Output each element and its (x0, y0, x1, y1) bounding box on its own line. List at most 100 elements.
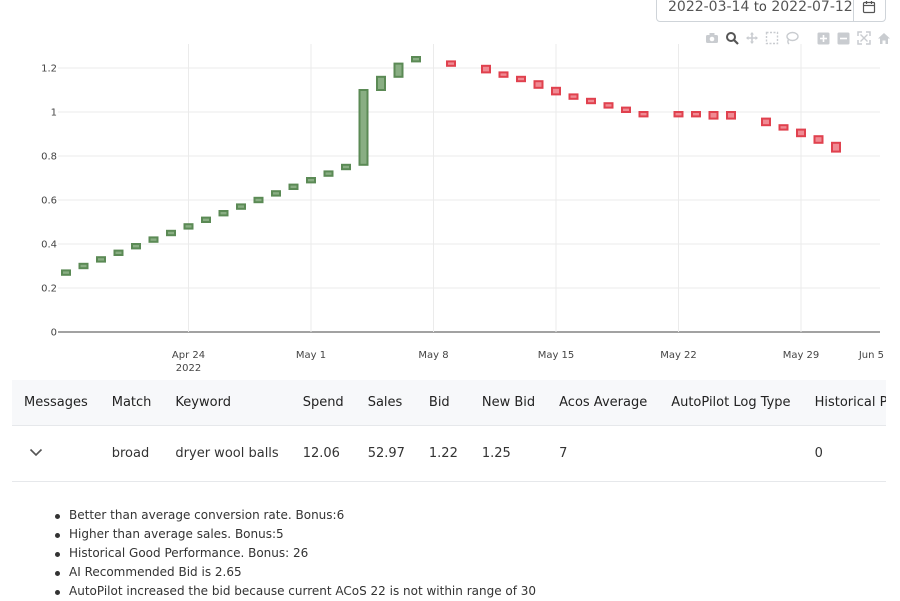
zoom-icon[interactable] (723, 30, 740, 46)
expand-row-button[interactable] (24, 448, 48, 457)
pan-icon[interactable] (743, 30, 760, 46)
candle-decreasing[interactable] (446, 60, 456, 67)
lasso-icon[interactable] (783, 30, 800, 46)
candle-increasing[interactable] (306, 177, 316, 184)
message-item: AutoPilot increased the bid because curr… (52, 582, 536, 601)
y-tick-label: 1.2 (41, 64, 57, 75)
reset-home-icon[interactable] (875, 30, 892, 46)
candle-increasing[interactable] (166, 229, 176, 237)
x-tick-label: May 8 (418, 350, 448, 361)
x-tick-label: Apr 24 (172, 350, 205, 361)
table-header-row: Messages Match Keyword Spend Sales Bid N… (12, 380, 886, 426)
spend-cell: 12.06 (290, 425, 356, 482)
calendar-icon (863, 1, 876, 14)
candle-increasing[interactable] (96, 256, 106, 263)
candle-increasing[interactable] (288, 183, 299, 191)
x-tick-sublabel: 2022 (176, 363, 201, 374)
candle-increasing[interactable] (253, 196, 264, 204)
candle-decreasing[interactable] (691, 111, 701, 118)
candle-increasing[interactable] (148, 236, 159, 243)
x-tick-label: May 29 (783, 350, 820, 361)
historical-penalty-cell: 0 (802, 425, 886, 482)
candle-decreasing[interactable] (726, 111, 736, 120)
x-tick-label: May 15 (538, 350, 575, 361)
candle-increasing[interactable] (113, 249, 124, 257)
column-header-keyword[interactable]: Keyword (163, 380, 291, 426)
candle-decreasing[interactable] (586, 97, 596, 105)
candle-decreasing[interactable] (516, 75, 526, 83)
new-bid-cell: 1.25 (469, 425, 548, 482)
candle-decreasing[interactable] (778, 124, 789, 131)
sales-cell: 52.97 (355, 425, 417, 482)
candle-decreasing[interactable] (551, 86, 561, 96)
message-item: Historical Good Performance. Bonus: 26 (52, 544, 536, 563)
candle-decreasing[interactable] (481, 64, 491, 74)
candlestick-series[interactable] (61, 56, 841, 276)
candle-increasing[interactable] (131, 243, 141, 250)
chart-modebar (703, 30, 892, 46)
y-tick-label: 0 (51, 328, 57, 339)
candle-increasing[interactable] (358, 89, 369, 166)
y-tick-label: 0.4 (41, 240, 57, 251)
message-item: Higher than average sales. Bonus:5 (52, 525, 536, 544)
candle-decreasing[interactable] (673, 111, 684, 118)
message-item: Better than average conversion rate. Bon… (52, 506, 536, 525)
column-header-autopilot-log-type[interactable]: AutoPilot Log Type (659, 380, 803, 426)
zoom-out-icon[interactable] (835, 30, 852, 46)
messages-cell (12, 425, 100, 482)
candle-increasing[interactable] (236, 203, 246, 210)
bid-log-table: Messages Match Keyword Spend Sales Bid N… (12, 380, 886, 482)
candle-decreasing[interactable] (761, 117, 771, 127)
box-select-icon[interactable] (763, 30, 780, 46)
autoscale-icon[interactable] (855, 30, 872, 46)
candle-increasing[interactable] (271, 190, 281, 197)
candle-increasing[interactable] (323, 170, 334, 177)
candle-decreasing[interactable] (533, 80, 544, 89)
candle-increasing[interactable] (201, 216, 211, 224)
message-item: AI Recommended Bid is 2.65 (52, 563, 536, 582)
column-header-historical-penalty[interactable]: Historical Penalty (802, 380, 886, 426)
x-tick-label: Jun 5 (858, 350, 884, 361)
candle-increasing[interactable] (61, 269, 71, 276)
camera-icon[interactable] (703, 30, 720, 46)
y-tick-label: 0.8 (41, 152, 57, 163)
candle-decreasing[interactable] (813, 135, 824, 144)
zoom-in-icon[interactable] (815, 30, 832, 46)
column-header-acos-average[interactable]: Acos Average (547, 380, 660, 426)
date-range-picker[interactable]: 2022-03-14 to 2022-07-12 (656, 0, 886, 22)
candle-increasing[interactable] (393, 62, 404, 78)
candle-decreasing[interactable] (498, 71, 509, 78)
candle-decreasing[interactable] (621, 106, 631, 113)
candle-decreasing[interactable] (796, 128, 806, 138)
date-range-end: 2022-07-12 (771, 0, 853, 15)
candle-increasing[interactable] (183, 223, 194, 230)
chart-grid (58, 44, 880, 333)
column-header-messages[interactable]: Messages (12, 380, 100, 426)
column-header-new-bid[interactable]: New Bid (469, 380, 548, 426)
bid-candlestick-chart: 0 0.2 0.4 0.6 0.8 1 1.2 Apr 24 2022 May 1 May 8 Ma… (41, 44, 884, 374)
candle-increasing[interactable] (411, 56, 421, 63)
candle-decreasing[interactable] (568, 93, 579, 100)
y-tick-label: 1 (51, 108, 57, 119)
candle-decreasing[interactable] (603, 102, 614, 109)
x-axis-ticks: Apr 24 2022 May 1 May 8 May 15 May 22 May 29 Ju… (172, 350, 884, 374)
calendar-button[interactable] (852, 0, 885, 21)
candle-decreasing[interactable] (708, 111, 719, 120)
candle-increasing[interactable] (376, 75, 386, 91)
match-cell: broad (99, 425, 164, 482)
autopilot-log-type-cell (659, 425, 803, 482)
date-range-text[interactable]: 2022-03-14 to 2022-07-12 (657, 0, 853, 15)
candle-decreasing[interactable] (638, 111, 649, 118)
candle-increasing[interactable] (218, 210, 229, 217)
date-range-start: 2022-03-14 (668, 0, 750, 15)
column-header-spend[interactable]: Spend (290, 380, 356, 426)
x-tick-label: May 22 (660, 350, 697, 361)
candle-increasing[interactable] (78, 262, 89, 270)
column-header-sales[interactable]: Sales (355, 380, 417, 426)
candle-increasing[interactable] (341, 163, 351, 171)
candle-decreasing[interactable] (831, 141, 841, 153)
column-header-match[interactable]: Match (99, 380, 164, 426)
keyword-cell: dryer wool balls (163, 425, 291, 482)
column-header-bid[interactable]: Bid (416, 380, 470, 426)
date-range-separator: to (753, 0, 767, 15)
